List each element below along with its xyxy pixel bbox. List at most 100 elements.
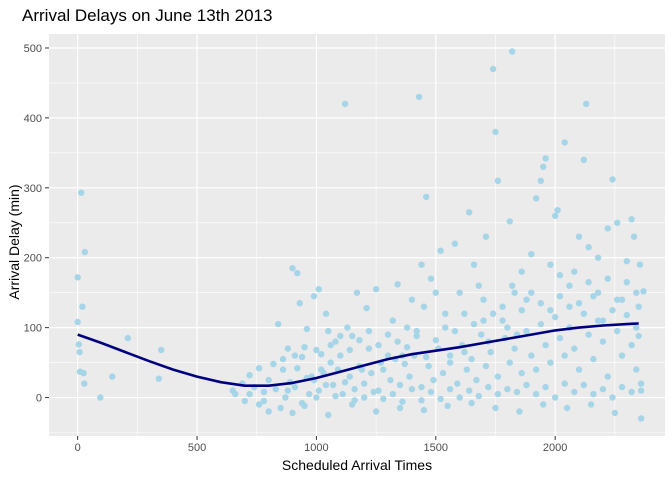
panel-background: [49, 34, 665, 436]
data-point: [454, 380, 461, 387]
data-point: [599, 338, 607, 345]
data-point: [618, 296, 626, 303]
data-point: [609, 394, 616, 401]
data-point: [480, 317, 487, 324]
data-point: [485, 383, 492, 391]
chart-title: Arrival Delays on June 13th 2013: [22, 6, 272, 25]
data-point: [265, 376, 272, 384]
data-point: [408, 296, 416, 303]
y-tick-label: 100: [24, 323, 42, 335]
data-point: [329, 381, 337, 389]
data-point: [396, 404, 404, 412]
data-point: [575, 366, 583, 373]
data-point: [540, 163, 547, 170]
data-point: [618, 383, 626, 391]
data-point: [451, 327, 459, 335]
data-point: [437, 247, 444, 254]
data-point: [399, 398, 406, 405]
data-point: [575, 233, 583, 240]
data-point: [542, 383, 549, 391]
data-point: [415, 93, 423, 101]
data-point: [561, 352, 568, 359]
data-point: [368, 369, 375, 377]
data-point: [337, 352, 344, 359]
data-point: [394, 338, 401, 345]
data-point: [124, 334, 131, 342]
data-point: [461, 348, 468, 356]
data-point: [81, 248, 89, 256]
data-point: [599, 317, 607, 324]
data-point: [401, 360, 408, 368]
data-point: [532, 390, 540, 398]
data-point: [590, 390, 597, 398]
data-point: [418, 261, 425, 268]
data-point: [571, 388, 578, 396]
data-point: [552, 212, 559, 219]
data-point: [554, 207, 561, 214]
data-point: [528, 251, 535, 258]
data-point: [604, 275, 611, 282]
data-point: [427, 388, 435, 396]
data-point: [365, 345, 373, 352]
data-point: [571, 268, 578, 275]
data-point: [630, 233, 638, 240]
data-point: [492, 128, 499, 136]
data-point: [423, 353, 430, 361]
data-point: [384, 352, 392, 359]
data-point: [614, 296, 621, 303]
data-point: [561, 380, 568, 387]
data-point: [487, 348, 494, 356]
data-point: [599, 386, 607, 393]
data-point: [425, 362, 432, 370]
data-point: [504, 324, 511, 331]
data-point: [279, 355, 287, 363]
data-point: [272, 386, 279, 393]
data-point: [275, 320, 282, 328]
data-point: [315, 387, 322, 394]
data-point: [516, 408, 523, 415]
data-point: [315, 286, 322, 293]
x-tick-label: 0: [75, 442, 81, 454]
data-point: [296, 300, 303, 307]
data-point: [384, 331, 392, 338]
data-point: [466, 387, 473, 394]
data-point: [590, 293, 597, 300]
x-tick-label: 1500: [424, 442, 448, 454]
data-point: [585, 331, 592, 338]
data-point: [537, 320, 544, 328]
data-point: [313, 394, 320, 401]
x-axis-label: Scheduled Arrival Times: [282, 457, 432, 473]
data-point: [439, 369, 447, 377]
data-point: [604, 225, 611, 232]
data-point: [556, 334, 564, 342]
data-point: [327, 359, 334, 366]
data-point: [430, 376, 437, 384]
data-point: [523, 296, 530, 303]
data-point: [279, 366, 287, 373]
smooth-line: [77, 322, 639, 387]
data-point: [372, 408, 380, 415]
data-point: [372, 286, 380, 293]
data-point: [537, 300, 544, 307]
data-point: [351, 397, 358, 404]
data-point: [260, 397, 268, 405]
data-point: [636, 261, 644, 268]
data-point: [310, 293, 318, 300]
data-point: [291, 383, 299, 391]
data-point: [353, 289, 361, 296]
data-point: [370, 388, 377, 396]
data-point: [325, 411, 332, 419]
data-point: [277, 404, 284, 412]
data-point: [284, 345, 291, 352]
data-point: [413, 327, 420, 335]
data-point: [594, 254, 602, 261]
data-point: [322, 310, 330, 317]
data-point: [585, 244, 592, 251]
data-point: [563, 404, 571, 412]
data-point: [523, 381, 530, 389]
data-point: [408, 386, 416, 393]
x-tick-label: 500: [188, 442, 206, 454]
data-point: [442, 324, 449, 331]
data-point: [78, 189, 85, 196]
x-tick-label: 2000: [543, 442, 567, 454]
